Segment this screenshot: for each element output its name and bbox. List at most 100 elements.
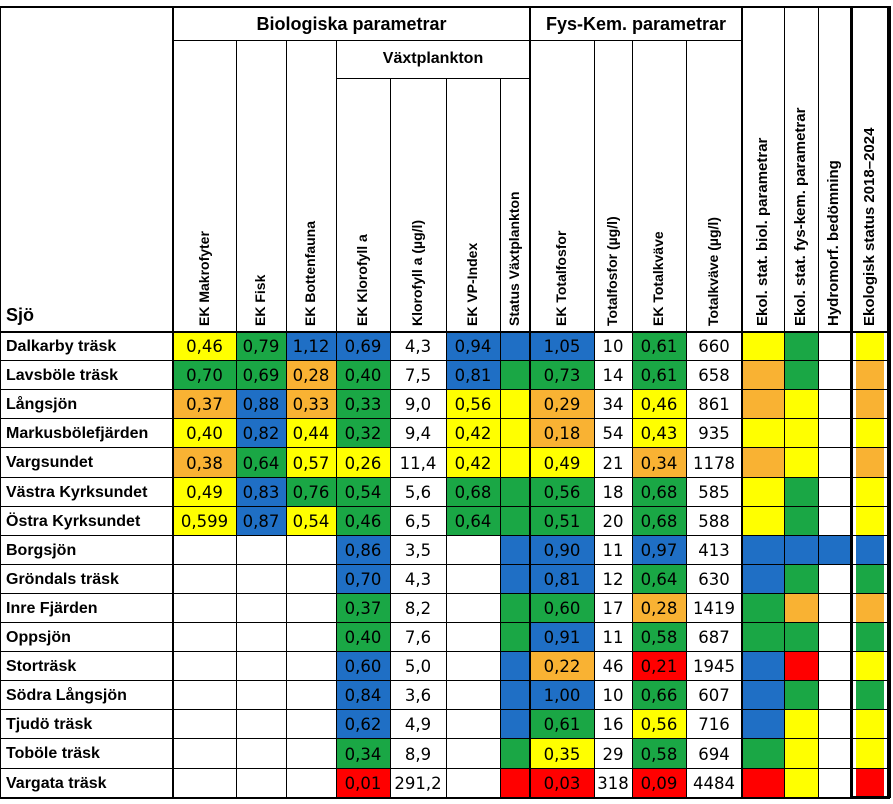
grid-line bbox=[286, 40, 287, 798]
value-cell: 4,3 bbox=[390, 332, 446, 361]
value-cell bbox=[742, 681, 784, 710]
value-cell: 0,68 bbox=[632, 507, 686, 536]
value-cell bbox=[236, 623, 286, 652]
value-cell bbox=[784, 739, 818, 769]
value-cell bbox=[500, 448, 530, 478]
lake-name: Dalkarby träsk bbox=[6, 337, 117, 355]
value-cell bbox=[856, 594, 884, 623]
grid-line bbox=[500, 78, 501, 798]
lake-name: Lavsböle träsk bbox=[6, 366, 119, 384]
value-cell: 0,83 bbox=[236, 478, 286, 507]
value-cell: 0,33 bbox=[336, 390, 390, 419]
column-header-label: EK Klorofyll a bbox=[354, 234, 370, 326]
value-cell: 0,87 bbox=[236, 507, 286, 536]
value-cell bbox=[446, 594, 500, 623]
grid-line bbox=[0, 680, 890, 681]
column-header-label: EK Fisk bbox=[252, 274, 268, 326]
value-cell: 0,43 bbox=[632, 419, 686, 448]
column-header-label: Ekol. stat. fys-kem. parametrar bbox=[792, 107, 809, 326]
value-cell bbox=[818, 652, 850, 681]
value-cell: 4,3 bbox=[390, 565, 446, 594]
value-cell bbox=[446, 769, 500, 798]
value-cell bbox=[818, 536, 850, 565]
column-header-label: Totalkväve (µg/l) bbox=[705, 217, 721, 326]
value-cell bbox=[742, 332, 784, 361]
value-cell: 20 bbox=[594, 507, 632, 536]
value-cell: 0,44 bbox=[286, 419, 336, 448]
grid-line bbox=[0, 622, 890, 623]
column-header-label: Status Växtplankton bbox=[506, 191, 522, 326]
grid-line bbox=[818, 6, 819, 798]
value-cell: 9,4 bbox=[390, 419, 446, 448]
grid-line bbox=[0, 6, 890, 8]
value-cell bbox=[742, 594, 784, 623]
value-cell: 0,29 bbox=[530, 390, 594, 419]
column-header-7: Status Växtplankton bbox=[500, 78, 530, 332]
value-cell bbox=[500, 507, 530, 536]
column-header-15: Ekologisk status 2018–2024 bbox=[850, 8, 890, 332]
value-cell: 630 bbox=[686, 565, 742, 594]
grid-line bbox=[686, 40, 687, 798]
value-cell: 0,56 bbox=[530, 478, 594, 507]
value-cell: 0,34 bbox=[632, 448, 686, 478]
value-cell: 0,58 bbox=[632, 623, 686, 652]
value-cell bbox=[784, 623, 818, 652]
column-header-3: EK Bottenfauna bbox=[286, 78, 336, 332]
value-cell: 0,61 bbox=[632, 332, 686, 361]
value-cell: 1419 bbox=[686, 594, 742, 623]
column-header-label: EK VP-Index bbox=[464, 242, 480, 326]
column-header-14: Hydromorf. bedömning bbox=[818, 8, 850, 332]
lake-name: Oppsjön bbox=[6, 628, 71, 646]
value-cell: 0,37 bbox=[173, 390, 236, 419]
value-cell bbox=[236, 769, 286, 798]
value-cell bbox=[173, 623, 236, 652]
lake-name: Västra Kyrksundet bbox=[6, 483, 148, 501]
grid-line bbox=[336, 78, 530, 79]
value-cell: 0,22 bbox=[530, 652, 594, 681]
value-cell bbox=[818, 448, 850, 478]
value-cell: 0,35 bbox=[530, 739, 594, 769]
value-cell bbox=[286, 681, 336, 710]
grid-line bbox=[0, 709, 890, 710]
value-cell: 0,49 bbox=[173, 478, 236, 507]
grid-line bbox=[0, 477, 890, 478]
grid-line bbox=[890, 6, 891, 798]
value-cell: 413 bbox=[686, 536, 742, 565]
value-cell bbox=[500, 361, 530, 390]
value-cell bbox=[784, 652, 818, 681]
grid-line bbox=[0, 651, 890, 652]
value-cell: 0,26 bbox=[336, 448, 390, 478]
fys-group-header: Fys-Kem. parametrar bbox=[545, 13, 727, 34]
value-cell: 1178 bbox=[686, 448, 742, 478]
value-cell bbox=[286, 623, 336, 652]
value-cell: 0,73 bbox=[530, 361, 594, 390]
value-cell: 0,84 bbox=[336, 681, 390, 710]
value-cell: 7,5 bbox=[390, 361, 446, 390]
value-cell bbox=[856, 478, 884, 507]
value-cell bbox=[236, 594, 286, 623]
lake-name: Storträsk bbox=[6, 657, 77, 675]
value-cell: 11,4 bbox=[390, 448, 446, 478]
grid-line bbox=[850, 796, 890, 798]
value-cell bbox=[500, 623, 530, 652]
value-cell: 716 bbox=[686, 710, 742, 739]
value-cell: 29 bbox=[594, 739, 632, 769]
value-cell: 12 bbox=[594, 565, 632, 594]
value-cell: 0,97 bbox=[632, 536, 686, 565]
value-cell: 11 bbox=[594, 623, 632, 652]
value-cell bbox=[500, 769, 530, 798]
value-cell bbox=[446, 710, 500, 739]
value-cell: 694 bbox=[686, 739, 742, 769]
value-cell bbox=[236, 565, 286, 594]
grid-line bbox=[336, 40, 337, 798]
column-header-11: Totalkväve (µg/l) bbox=[686, 78, 742, 332]
value-cell: 861 bbox=[686, 390, 742, 419]
column-header-2: EK Fisk bbox=[236, 78, 286, 332]
vaxtplankton-group-header: Växtplankton bbox=[382, 50, 484, 67]
value-cell: 16 bbox=[594, 710, 632, 739]
value-cell bbox=[818, 769, 850, 798]
sjo-header: Sjö bbox=[6, 305, 35, 325]
lake-name: Tjudö träsk bbox=[6, 715, 93, 733]
grid-line bbox=[594, 40, 595, 798]
value-cell: 0,38 bbox=[173, 448, 236, 478]
